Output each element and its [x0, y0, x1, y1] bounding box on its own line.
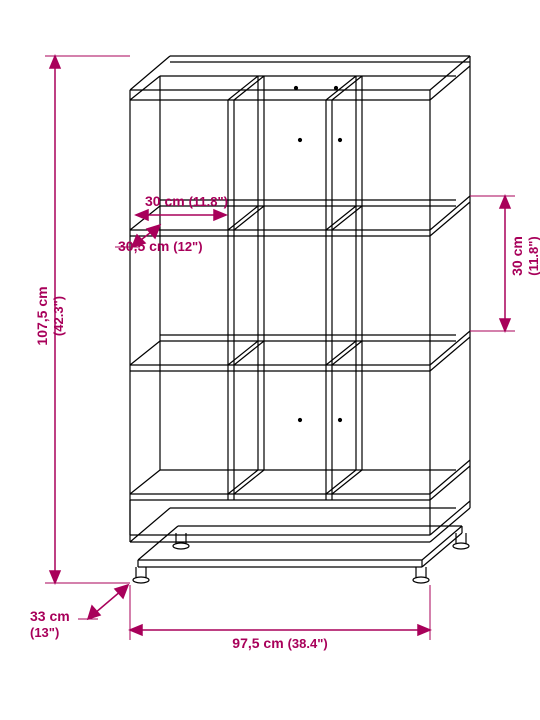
dim-total-width: 97,5 cm (38.4"): [210, 635, 350, 651]
shelving-unit-diagram: [0, 0, 540, 720]
dim-total-width-imperial: (38.4"): [288, 636, 328, 651]
dim-cubby-height-metric: 30 cm: [509, 236, 525, 276]
dim-depth-imperial: (13"): [30, 625, 59, 640]
dim-total-height-imperial: (42.3"): [51, 296, 66, 336]
dim-total-width-metric: 97,5 cm: [232, 635, 283, 651]
dim-cubby-depth-imperial: (12"): [173, 239, 202, 254]
dim-depth: 33 cm (13"): [30, 608, 70, 640]
dim-cubby-width-imperial: (11.8"): [189, 194, 228, 209]
dim-depth-metric: 33 cm: [30, 608, 70, 624]
dim-cubby-depth-metric: 30,5 cm: [118, 238, 169, 254]
dim-total-height: 107,5 cm (42.3"): [34, 256, 66, 376]
dim-cubby-depth: 30,5 cm (12"): [118, 238, 203, 254]
dim-cubby-width: 30 cm (11.8"): [145, 193, 228, 209]
dim-cubby-height: 30 cm (11.8"): [509, 206, 540, 306]
dim-total-height-metric: 107,5 cm: [34, 286, 50, 345]
dim-cubby-height-imperial: (11.8"): [526, 236, 540, 275]
dim-cubby-width-metric: 30 cm: [145, 193, 185, 209]
